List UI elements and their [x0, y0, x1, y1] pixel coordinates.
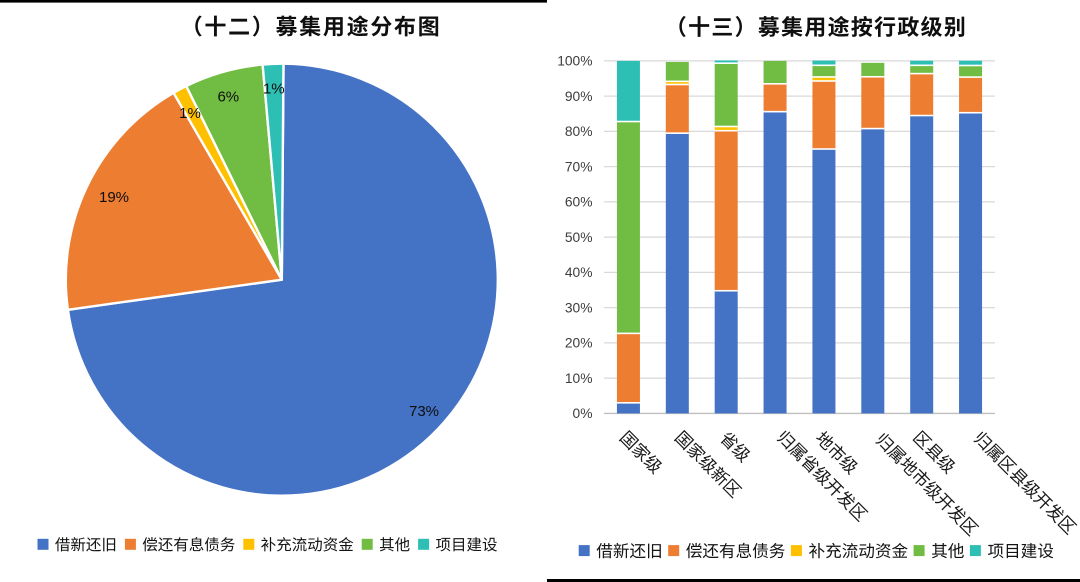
svg-text:1%: 1% [263, 81, 285, 98]
svg-text:20%: 20% [565, 336, 593, 351]
svg-text:70%: 70% [565, 159, 593, 174]
svg-text:100%: 100% [557, 54, 592, 69]
svg-text:50%: 50% [565, 230, 593, 245]
svg-text:80%: 80% [565, 124, 593, 139]
svg-text:0%: 0% [573, 406, 593, 421]
svg-text:60%: 60% [565, 195, 593, 210]
svg-text:40%: 40% [565, 265, 593, 280]
svg-text:30%: 30% [565, 300, 593, 315]
svg-text:10%: 10% [565, 371, 593, 386]
svg-text:6%: 6% [217, 89, 239, 106]
svg-text:1%: 1% [179, 105, 201, 122]
svg-text:73%: 73% [409, 403, 439, 420]
svg-text:90%: 90% [565, 89, 593, 104]
svg-text:19%: 19% [99, 189, 129, 206]
